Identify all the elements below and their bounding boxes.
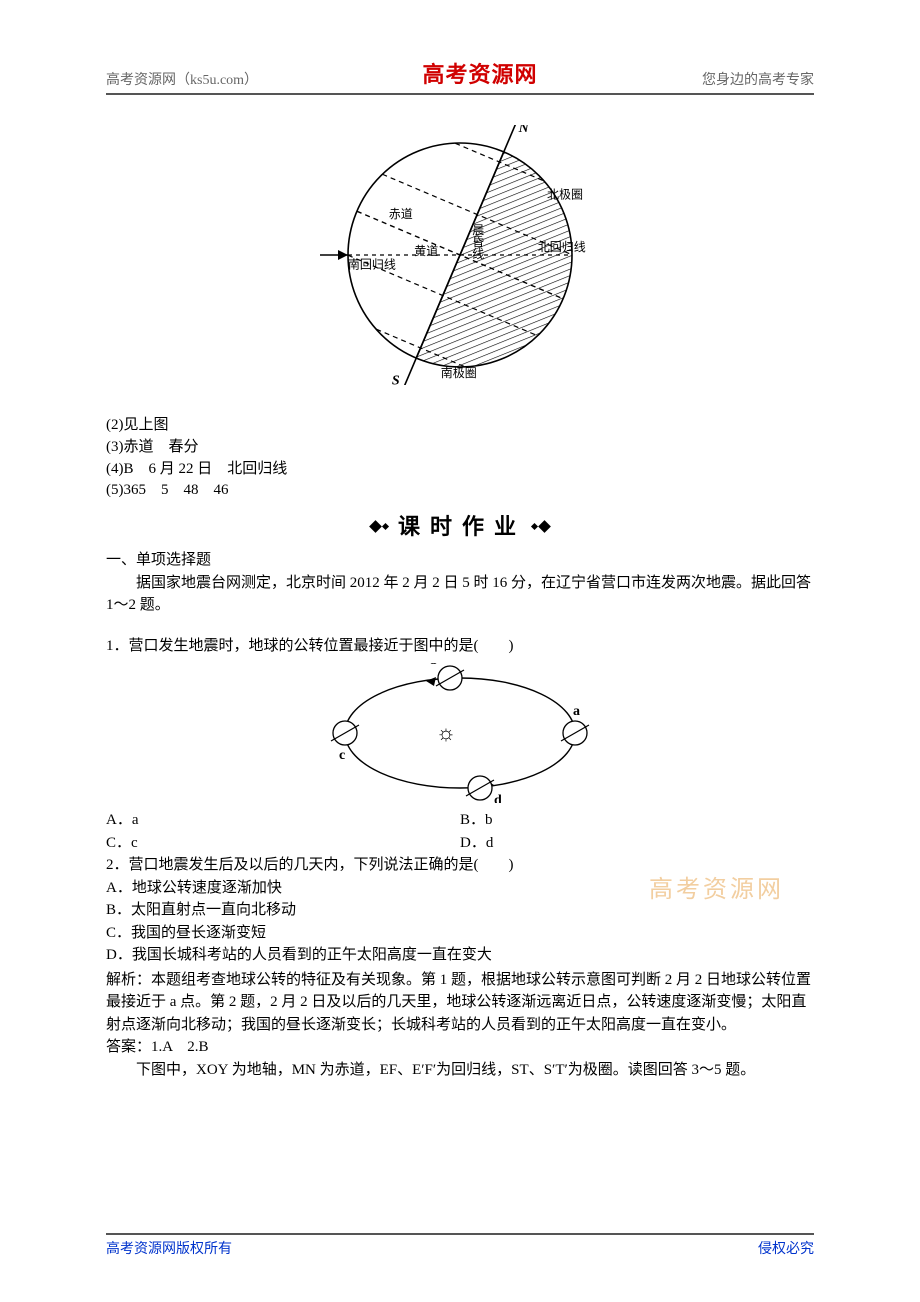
q2-choice-a: A．地球公转速度逐渐加快	[106, 877, 814, 900]
passage-2: 下图中，XOY 为地轴，MN 为赤道，EF、E′F′为回归线，ST、S′T′为极…	[106, 1059, 814, 1082]
globe-svg: N S 北极圈 北回归线 晨昏线 赤道 黄道 南回归线 南极圈	[320, 125, 600, 385]
header-divider	[106, 93, 814, 95]
globe-label-antarctic: 南极圈	[441, 365, 477, 380]
orbit-sun: ☼	[436, 720, 456, 745]
ornament-left	[371, 522, 388, 531]
q2-choice-d: D．我国长城科考站的人员看到的正午太阳高度一直在变大	[106, 944, 814, 967]
globe-label-tropic-s: 南回归线	[348, 256, 396, 271]
q2-choice-b: B．太阳直射点一直向北移动	[106, 899, 814, 922]
footer-copyright: 高考资源网版权所有	[106, 1239, 232, 1260]
orbit-label-d: d	[494, 793, 502, 803]
globe-label-s: S	[392, 374, 400, 385]
page-content: N S 北极圈 北回归线 晨昏线 赤道 黄道 南回归线 南极圈 (2)见上图	[0, 125, 920, 1081]
passage-1: 据国家地震台网测定，北京时间 2012 年 2 月 2 日 5 时 16 分，在…	[106, 572, 814, 617]
question-2-stem: 2．营口地震发生后及以后的几天内，下列说法正确的是( )	[106, 854, 814, 877]
header-center-logo: 高考资源网	[423, 58, 538, 91]
page-footer: 高考资源网版权所有 侵权必究	[106, 1233, 814, 1260]
header-right-text: 您身边的高考专家	[702, 70, 814, 91]
orbit-label-c: c	[339, 748, 345, 763]
prior-answers: (2)见上图 (3)赤道 春分 (4)B 6 月 22 日 北回归线 (5)36…	[106, 415, 814, 502]
globe-label-equator: 赤道	[389, 207, 413, 221]
page-header: 高考资源网（ks5u.com） 高考资源网 您身边的高考专家	[0, 0, 920, 93]
orbit-svg: ☼ a b	[310, 663, 610, 803]
ornament-right	[532, 522, 549, 531]
orbit-diagram: ☼ a b	[106, 663, 814, 803]
answer-line-5: (5)365 5 48 46	[106, 480, 814, 502]
answer-1-2: 答案：1.A 2.B	[106, 1036, 814, 1059]
question-1-stem: 1．营口发生地震时，地球的公转位置最接近于图中的是( )	[106, 635, 814, 658]
header-left-text: 高考资源网（ks5u.com）	[106, 70, 258, 91]
answer-line-2: (2)见上图	[106, 415, 814, 437]
section-title: 课时作业	[106, 510, 814, 543]
part-heading: 一、单项选择题	[106, 549, 814, 572]
explanation-1-2: 解析：本题组考查地球公转的特征及有关现象。第 1 题，根据地球公转示意图可判断 …	[106, 969, 814, 1037]
globe-diagram: N S 北极圈 北回归线 晨昏线 赤道 黄道 南回归线 南极圈	[106, 125, 814, 385]
section-title-text: 课时作业	[398, 510, 526, 543]
q1-choice-a: A．a	[106, 809, 460, 832]
orbit-label-b: b	[430, 663, 438, 668]
answer-line-3: (3)赤道 春分	[106, 437, 814, 459]
globe-label-arctic: 北极圈	[547, 187, 583, 201]
globe-label-terminator: 晨昏线	[471, 223, 485, 259]
orbit-label-a: a	[573, 704, 580, 719]
q1-choice-c: C．c	[106, 832, 460, 855]
q1-choice-b: B．b	[460, 809, 814, 832]
globe-label-tropic-n: 北回归线	[538, 240, 586, 254]
globe-label-n: N	[518, 125, 530, 136]
globe-label-ecliptic: 黄道	[414, 244, 438, 258]
answer-line-4: (4)B 6 月 22 日 北回归线	[106, 459, 814, 481]
q2-choice-c: C．我国的昼长逐渐变短	[106, 922, 814, 945]
q1-choice-d: D．d	[460, 832, 814, 855]
q1-choices: A．a B．b C．c D．d	[106, 809, 814, 854]
footer-divider	[106, 1233, 814, 1235]
footer-rights: 侵权必究	[758, 1239, 814, 1260]
